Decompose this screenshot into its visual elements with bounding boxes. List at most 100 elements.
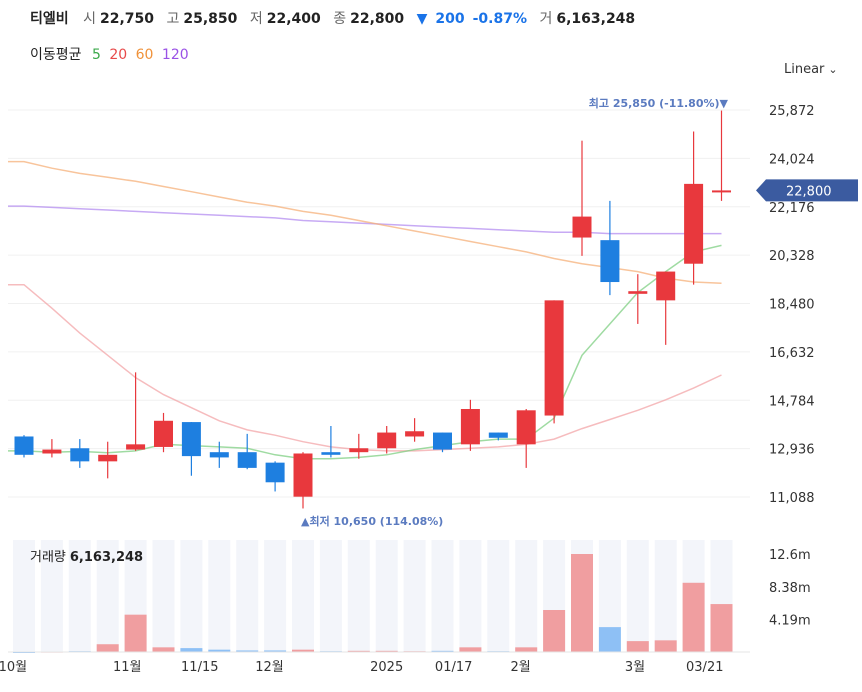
volume-column-bg <box>598 540 621 652</box>
volume-column-bg <box>319 540 342 652</box>
volume-column-bg <box>236 540 259 652</box>
candle-body <box>293 453 313 497</box>
candle-body <box>656 271 676 301</box>
volume-column-bg <box>654 540 677 652</box>
change-arrow: ▼ <box>416 11 428 27</box>
open-label: 시 <box>83 11 96 27</box>
volume-column-bg <box>96 540 119 652</box>
candle-body <box>237 452 257 468</box>
x-tick-label: 2025 <box>370 660 403 675</box>
candle-body <box>98 454 118 462</box>
ma20-line <box>8 283 722 452</box>
y-tick-label: 18,480 <box>769 298 815 313</box>
volume-bar <box>431 650 454 652</box>
volume-bar <box>571 554 593 652</box>
volume-column-bg <box>13 540 35 652</box>
volume-bar <box>347 650 370 652</box>
candle-body <box>265 462 285 483</box>
candle-body <box>628 291 648 294</box>
volume-tick-label: 8.38m <box>769 581 811 596</box>
change-percent: -0.87% <box>472 11 527 27</box>
stock-name: 티엘비 <box>30 11 69 27</box>
scale-selector-label: Linear <box>784 62 825 77</box>
ma-item-20[interactable]: 20 <box>109 47 128 63</box>
volume-bar <box>515 647 538 652</box>
volume-column-bg <box>515 540 538 652</box>
candle-body <box>377 432 397 449</box>
candle-body <box>516 410 536 445</box>
volume-column-bg <box>40 540 63 652</box>
ma-item-120[interactable]: 120 <box>161 47 189 63</box>
candle-body <box>349 448 369 453</box>
y-tick-label: 22,176 <box>769 201 815 216</box>
candle-body <box>460 408 480 445</box>
candle-body <box>488 432 508 438</box>
x-tick-label: 03/21 <box>686 660 723 675</box>
volume-bar <box>152 647 175 652</box>
high-label: 고 <box>166 11 180 27</box>
candle-body <box>572 216 592 238</box>
candle-body <box>544 300 564 416</box>
volume-column-bg <box>292 540 314 652</box>
volume-value: 6,163,248 <box>556 11 636 27</box>
volume-column-bg <box>626 540 649 652</box>
volume-bar <box>375 650 398 652</box>
candle-body <box>712 190 731 193</box>
candle-body <box>14 436 34 455</box>
x-tick-label: 10월 <box>0 660 27 675</box>
candle-body <box>154 420 173 447</box>
volume-column-bg <box>403 540 426 652</box>
open-value: 22,750 <box>99 11 155 27</box>
volume-legend: 거래량 6,163,248 <box>30 546 143 565</box>
volume-column-bg <box>152 540 175 652</box>
x-tick-label: 11월 <box>113 660 142 675</box>
y-tick-label: 14,784 <box>769 394 815 409</box>
volume-bar <box>626 641 649 652</box>
volume-column-bg <box>487 540 510 652</box>
volume-bar <box>682 582 705 652</box>
ma-legend: 이동평균 5 20 60 120 <box>30 44 195 64</box>
candle-body <box>433 432 452 450</box>
chevron-down-icon: ⌄ <box>828 63 838 76</box>
volume-bar <box>264 650 287 652</box>
volume-column-bg <box>68 540 91 652</box>
volume-bar <box>236 650 259 652</box>
ma-item-60[interactable]: 60 <box>135 47 154 63</box>
x-tick-label: 11/15 <box>181 660 218 675</box>
candle-body <box>321 452 341 455</box>
low-value: 22,400 <box>266 11 321 27</box>
volume-column-bg <box>264 540 287 652</box>
candle-body <box>684 183 704 264</box>
candle-body <box>600 240 620 283</box>
volume-tick-label: 4.19m <box>769 613 811 628</box>
current-price-tag <box>756 179 858 202</box>
close-label: 종 <box>333 11 347 27</box>
x-tick-label: 3월 <box>625 660 645 675</box>
x-tick-label: 01/17 <box>435 660 472 675</box>
volume-bar <box>459 647 482 652</box>
volume-bar <box>208 649 231 652</box>
y-tick-label: 20,328 <box>769 249 815 264</box>
change-value: 200 <box>435 11 465 27</box>
high-annotation: 최고 25,850 (-11.80%)▼ <box>589 96 729 110</box>
ma-legend-label: 이동평균 <box>30 47 82 63</box>
x-tick-label: 2월 <box>511 660 531 675</box>
candle-body <box>181 422 201 457</box>
volume-column-bg <box>375 540 398 652</box>
current-price-label: 22,800 <box>786 184 832 199</box>
volume-tick-label: 12.6m <box>769 548 811 563</box>
ma-item-5[interactable]: 5 <box>91 47 101 63</box>
volume-label: 거 <box>539 11 553 27</box>
volume-bar <box>96 644 119 652</box>
volume-bar <box>292 649 314 652</box>
y-tick-label: 25,872 <box>769 104 815 119</box>
volume-bar <box>124 614 147 652</box>
y-tick-label: 12,936 <box>769 443 815 458</box>
volume-bar <box>598 627 621 652</box>
high-value: 25,850 <box>183 11 238 27</box>
volume-bar <box>654 640 677 652</box>
low-annotation: ▲최저 10,650 (114.08%) <box>301 514 443 528</box>
candle-body <box>405 431 425 437</box>
scale-selector[interactable]: Linear ⌄ <box>784 62 838 77</box>
